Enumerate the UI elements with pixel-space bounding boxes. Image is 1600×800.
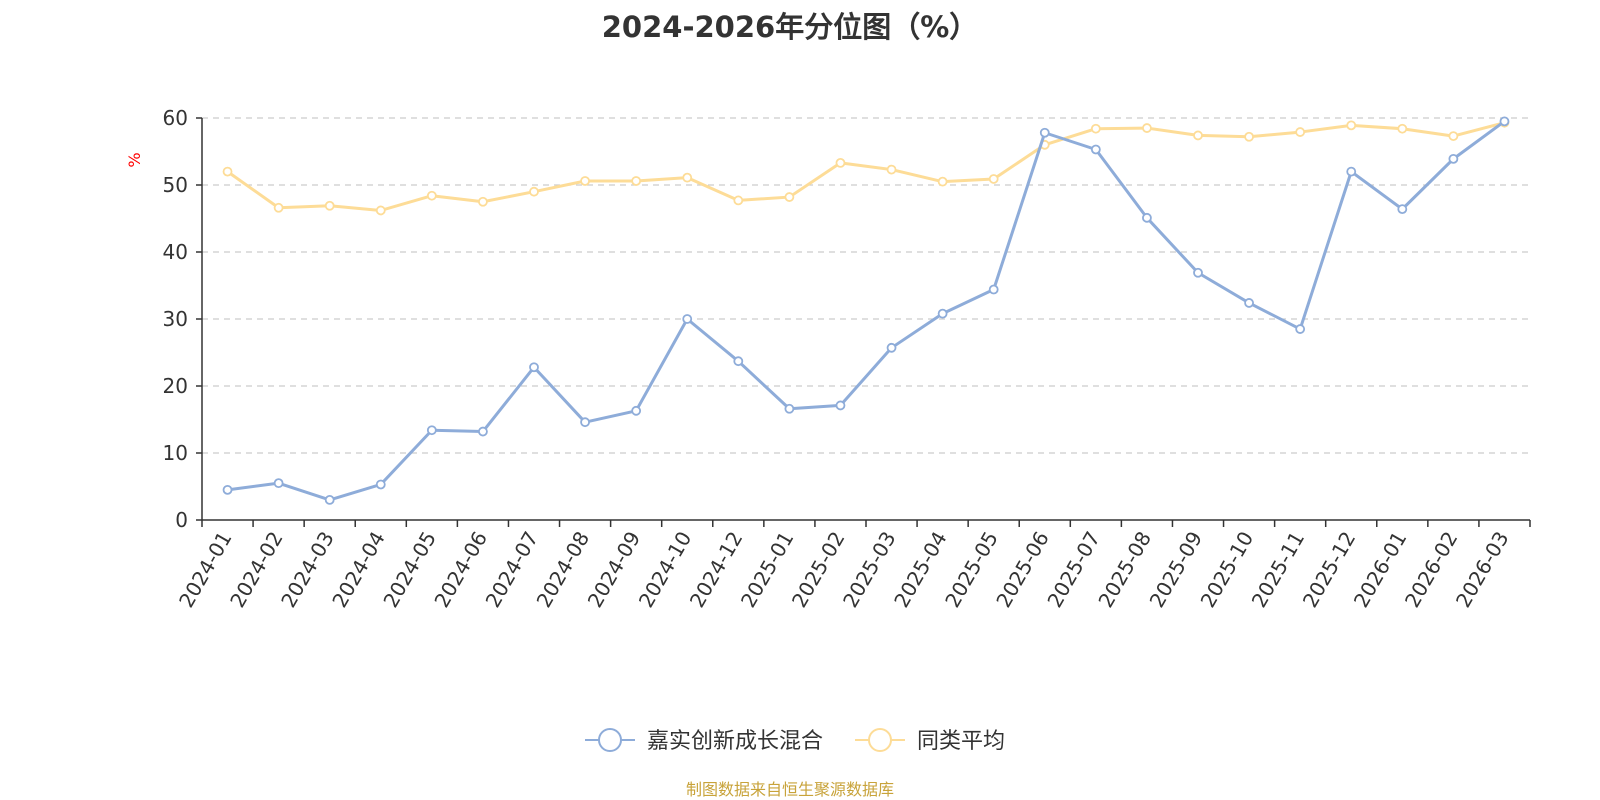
data-point[interactable]: [682, 172, 693, 183]
y-tick-label: 40: [163, 240, 188, 264]
data-point[interactable]: [1142, 123, 1152, 133]
data-point[interactable]: [937, 308, 948, 319]
y-tick-label: 50: [163, 173, 188, 197]
data-point[interactable]: [426, 425, 437, 436]
data-point[interactable]: [324, 200, 335, 211]
data-point[interactable]: [222, 166, 233, 177]
data-point[interactable]: [988, 284, 999, 295]
data-point[interactable]: [273, 478, 284, 489]
data-point[interactable]: [1397, 123, 1408, 134]
data-point[interactable]: [529, 186, 539, 197]
legend-item[interactable]: 同类平均: [855, 728, 1005, 754]
data-point[interactable]: [1193, 130, 1203, 141]
data-point[interactable]: [784, 192, 795, 202]
series-line: [227, 120, 1506, 502]
y-tick-labels: 0 10 20 30 40 50 60: [163, 106, 202, 532]
data-point[interactable]: [1142, 212, 1152, 223]
y-tick-label: 60: [163, 106, 188, 130]
data-point[interactable]: [733, 356, 744, 367]
data-point[interactable]: [1397, 204, 1408, 215]
y-tick-label: 20: [163, 374, 188, 398]
data-point[interactable]: [1346, 166, 1357, 177]
data-point[interactable]: [1295, 127, 1306, 137]
data-point[interactable]: [426, 190, 437, 201]
data-point[interactable]: [580, 176, 590, 186]
data-point[interactable]: [988, 174, 999, 184]
data-point[interactable]: [835, 400, 846, 411]
data-point[interactable]: [375, 479, 386, 490]
legend-item[interactable]: 嘉实创新成长混合: [585, 728, 823, 754]
data-point[interactable]: [784, 403, 795, 414]
y-axis-title: %: [125, 152, 144, 167]
data-point[interactable]: [273, 202, 284, 213]
legend-marker: [868, 728, 892, 752]
data-point[interactable]: [222, 484, 233, 495]
legend[interactable]: 嘉实创新成长混合 同类平均: [585, 728, 1005, 754]
data-point[interactable]: [1039, 127, 1050, 138]
y-tick-label: 30: [163, 307, 188, 331]
data-point[interactable]: [1244, 298, 1254, 308]
data-point[interactable]: [631, 176, 642, 186]
data-point[interactable]: [1448, 153, 1459, 164]
legend-label: 同类平均: [917, 729, 1005, 754]
data-point[interactable]: [478, 426, 488, 437]
data-point[interactable]: [1499, 116, 1510, 127]
data-point[interactable]: [375, 205, 386, 216]
y-tick-label: 10: [163, 441, 188, 465]
data-point[interactable]: [1244, 131, 1254, 142]
data-point[interactable]: [478, 196, 488, 207]
data-point[interactable]: [1090, 123, 1101, 134]
data-point[interactable]: [1193, 267, 1203, 278]
data-point[interactable]: [1090, 144, 1101, 155]
data-point[interactable]: [1448, 131, 1459, 141]
y-tick-label: 0: [175, 508, 188, 532]
data-point[interactable]: [324, 494, 335, 505]
x-tick-labels: 2024-012024-022024-032024-042024-052024-…: [174, 520, 1531, 612]
data-point[interactable]: [733, 195, 744, 206]
data-point[interactable]: [835, 157, 846, 168]
series-line: [226, 121, 1505, 212]
data-point[interactable]: [631, 405, 642, 416]
legend-marker: [598, 728, 622, 752]
data-point[interactable]: [886, 164, 897, 175]
series-lines: [222, 116, 1510, 505]
data-point[interactable]: [937, 176, 948, 187]
data-point[interactable]: [1346, 120, 1357, 131]
data-point[interactable]: [886, 342, 897, 353]
data-point[interactable]: [682, 314, 693, 324]
legend-label: 嘉实创新成长混合: [647, 729, 823, 754]
data-point[interactable]: [1295, 324, 1306, 334]
chart-title: 2024-2026年分位图（%）: [601, 10, 979, 44]
grid-lines: [202, 117, 1530, 454]
data-point[interactable]: [580, 417, 590, 428]
source-note: 制图数据来自恒生聚源数据库: [685, 780, 894, 799]
data-point[interactable]: [529, 362, 539, 373]
